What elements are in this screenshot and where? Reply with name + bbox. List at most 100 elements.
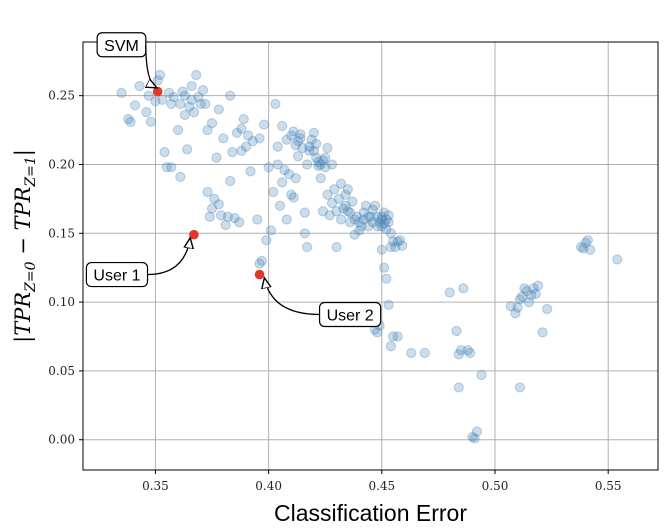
data-point	[356, 221, 367, 232]
data-point	[213, 104, 224, 115]
data-point	[247, 135, 258, 147]
data-point	[204, 211, 215, 222]
data-point	[342, 184, 353, 195]
data-point	[326, 159, 338, 170]
data-point	[537, 327, 548, 338]
data-point	[238, 113, 249, 125]
data-point	[388, 236, 399, 247]
data-point	[129, 100, 141, 111]
data-point	[304, 145, 315, 156]
data-point	[240, 141, 252, 152]
data-point	[378, 262, 390, 273]
data-point	[326, 197, 338, 209]
data-point	[372, 211, 383, 222]
data-point	[166, 98, 177, 110]
data-point	[345, 217, 356, 228]
annotation-user-1: User 1	[85, 238, 191, 288]
data-point	[530, 288, 541, 299]
data-point	[354, 217, 365, 228]
data-point	[252, 214, 263, 225]
data-point	[519, 283, 530, 294]
data-point	[514, 294, 526, 305]
data-point	[372, 221, 383, 232]
data-point	[526, 290, 537, 301]
data-point	[290, 173, 301, 184]
data-point	[299, 228, 310, 239]
data-point	[444, 287, 455, 298]
annotation-arrow-svm	[146, 44, 157, 88]
annotation-label-user-2: User 2	[327, 307, 374, 324]
data-point	[374, 217, 385, 228]
data-point	[612, 254, 623, 265]
y-tick-label: 0.10	[48, 295, 75, 309]
data-point	[376, 211, 387, 222]
data-point	[340, 200, 351, 211]
data-point	[458, 283, 469, 294]
data-point	[191, 69, 202, 81]
data-point	[333, 193, 344, 204]
highlighted-points	[152, 86, 265, 280]
data-point	[419, 347, 430, 359]
data-point	[342, 206, 353, 217]
data-point	[360, 200, 372, 211]
data-point	[288, 192, 299, 203]
data-point	[582, 235, 593, 246]
data-point	[385, 228, 396, 239]
data-point	[263, 162, 274, 173]
data-point	[186, 80, 197, 92]
data-point	[272, 141, 283, 152]
data-point	[261, 235, 272, 246]
data-point	[236, 123, 247, 134]
data-point	[378, 218, 390, 229]
data-point	[209, 193, 220, 204]
data-point	[215, 210, 227, 221]
y-axis-label-sub1: Z=0	[23, 261, 39, 292]
data-point	[256, 255, 267, 266]
data-point	[154, 69, 166, 81]
annotation-user-2: User 2	[264, 278, 382, 328]
data-point	[358, 214, 369, 225]
data-point	[231, 127, 243, 138]
y-tick-label: 0.25	[48, 89, 75, 103]
data-point	[514, 382, 526, 393]
annotation-arrow-user-1	[147, 238, 191, 276]
highlight-point-svm	[152, 86, 163, 97]
data-point	[335, 214, 347, 225]
data-point	[281, 214, 292, 225]
data-point	[381, 273, 392, 284]
data-point	[206, 118, 218, 129]
data-point	[297, 142, 308, 154]
data-point	[308, 145, 320, 156]
data-point	[175, 98, 186, 110]
data-point	[116, 87, 127, 99]
y-tick-label: 0.15	[48, 226, 75, 240]
data-point	[306, 134, 317, 145]
data-point	[302, 241, 313, 253]
data-point	[302, 159, 313, 170]
data-point	[272, 159, 283, 170]
y-axis-label-minus: − TPR	[11, 186, 35, 261]
data-point	[141, 107, 152, 118]
data-point	[195, 98, 206, 110]
data-point	[270, 98, 281, 110]
data-point	[317, 155, 329, 166]
data-point	[385, 241, 396, 253]
data-point	[265, 225, 276, 236]
data-point	[372, 327, 383, 338]
data-point	[243, 130, 254, 141]
data-point	[268, 186, 279, 198]
data-point	[225, 175, 236, 187]
x-tick-label: 0.40	[255, 479, 282, 493]
data-point	[274, 200, 286, 211]
annotation-label-svm: SVM	[104, 38, 139, 55]
data-point	[363, 211, 374, 222]
data-point	[378, 207, 390, 218]
data-point	[338, 203, 349, 214]
data-point	[259, 119, 270, 130]
data-point	[320, 152, 331, 163]
data-point	[150, 96, 161, 107]
data-point	[311, 152, 322, 163]
data-point	[523, 297, 535, 308]
highlight-point-user-2	[254, 269, 265, 280]
data-point	[172, 124, 184, 136]
